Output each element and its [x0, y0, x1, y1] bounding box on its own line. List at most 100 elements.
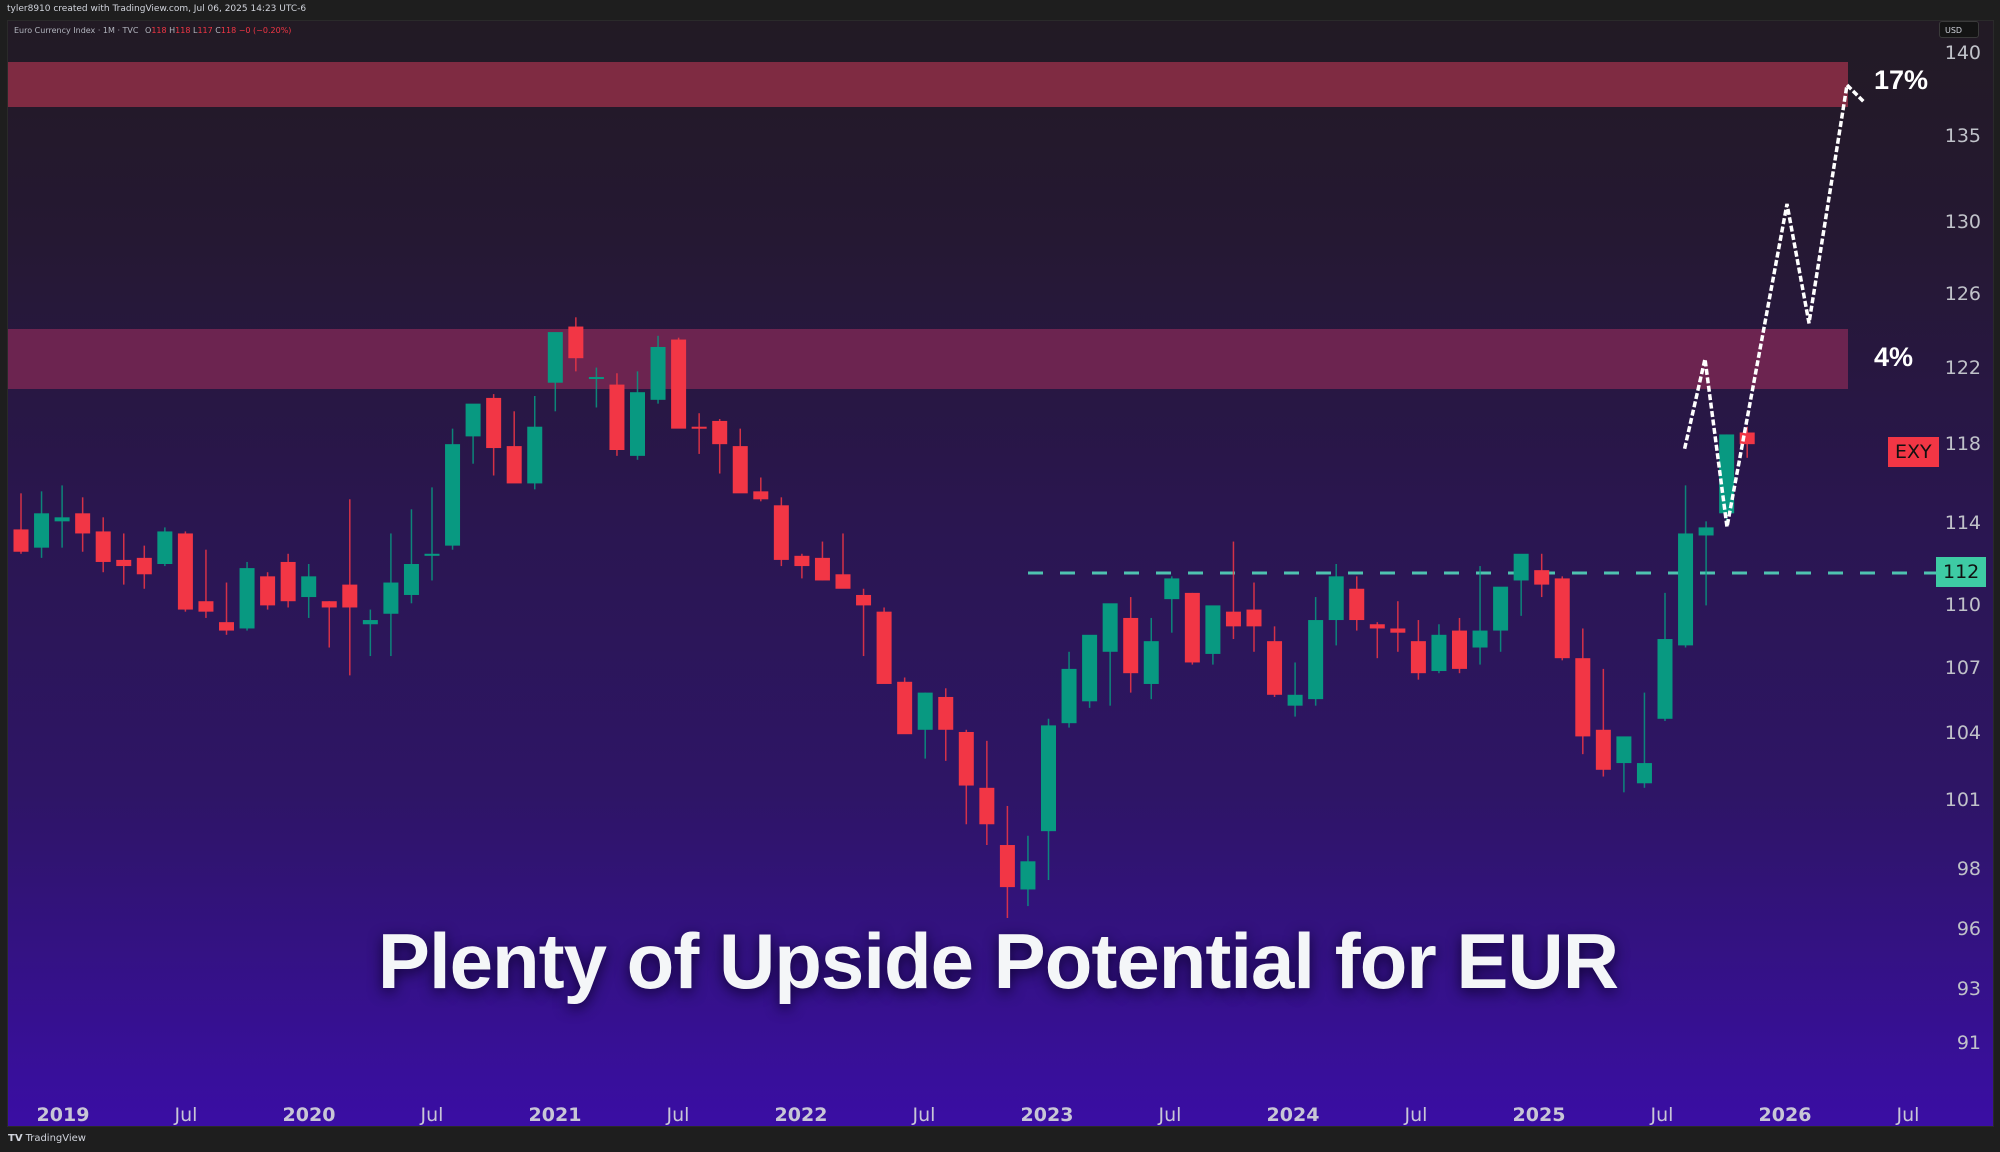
candle-down: [732, 446, 748, 494]
candle-up: [54, 517, 70, 522]
candle-up: [34, 513, 50, 548]
candle-up: [157, 531, 173, 565]
candle-up: [1287, 694, 1303, 706]
candle-down: [568, 326, 584, 359]
candle-down: [1349, 588, 1365, 621]
candle-up: [1493, 586, 1509, 631]
candle-down: [177, 533, 193, 610]
price-tick-label: 91: [1956, 1032, 1981, 1054]
time-tick-label: 2019: [36, 1104, 90, 1126]
candle-down: [1390, 628, 1406, 633]
candle-down: [979, 787, 995, 825]
time-tick-label: 2022: [774, 1104, 828, 1126]
candle-down: [1410, 641, 1426, 674]
candle-down: [794, 555, 810, 567]
chart-area[interactable]: Euro Currency Index · 1M · TVC O118 H118…: [7, 20, 1994, 1127]
price-tick-label: 118: [1944, 433, 1981, 455]
candle-down: [486, 397, 502, 449]
time-tick-label: Jul: [1650, 1104, 1674, 1126]
candle-down: [753, 491, 769, 500]
candle-up: [1698, 527, 1714, 536]
candle-down: [506, 446, 522, 484]
candle-up: [1205, 605, 1221, 654]
time-tick-label: Jul: [666, 1104, 690, 1126]
candle-up: [588, 377, 604, 380]
author-credit: tyler8910 created with TradingView.com, …: [7, 4, 307, 14]
price-tick-label: 96: [1956, 918, 1981, 940]
time-tick-label: 2020: [282, 1104, 336, 1126]
candle-down: [876, 611, 892, 684]
candle-down: [342, 584, 358, 608]
candle-down: [198, 601, 214, 612]
candle-up: [1472, 630, 1488, 648]
candle-up: [1102, 603, 1118, 652]
candle-down: [1369, 624, 1385, 629]
time-tick-label: 2023: [1020, 1104, 1074, 1126]
ohlc-values: O118 H118 L117 C118 −0 (−0.20%): [145, 26, 292, 35]
footer-bar: TV TradingView: [0, 1128, 2000, 1152]
candle-up: [547, 332, 563, 383]
candle-down: [999, 845, 1015, 888]
candle-down: [1554, 578, 1570, 659]
candle-down: [609, 384, 625, 451]
candle-down: [280, 561, 296, 602]
candle-down: [1123, 617, 1139, 674]
candle-up: [424, 553, 440, 556]
candle-up: [362, 620, 378, 625]
candle-down: [773, 505, 789, 560]
candle-up: [1616, 736, 1632, 764]
price-tick-label: 93: [1956, 978, 1981, 1000]
currency-selector[interactable]: USD: [1939, 21, 1979, 38]
candle-down: [1534, 570, 1550, 585]
time-tick-label: 2026: [1758, 1104, 1812, 1126]
candle-up: [1719, 434, 1735, 514]
candle-down: [260, 576, 276, 606]
tradingview-logo[interactable]: TV TradingView: [8, 1133, 86, 1144]
candle-up: [1636, 763, 1652, 784]
candle-down: [958, 731, 974, 786]
price-tick-label: 122: [1944, 357, 1981, 379]
symbol-price-tag: EXY: [1888, 437, 1939, 467]
candle-down: [219, 622, 234, 631]
candle-up: [1020, 861, 1036, 890]
candle-up: [1513, 553, 1529, 581]
candle-up: [630, 392, 645, 456]
candle-down: [814, 557, 830, 581]
tradingview-logo-icon: TV: [8, 1133, 23, 1144]
price-tick-label: 98: [1956, 858, 1981, 880]
candle-down: [938, 696, 954, 730]
projection-path: [1682, 81, 1866, 528]
candlestick-plot[interactable]: [8, 21, 1994, 1127]
candle-up: [1143, 641, 1159, 684]
target-zone: [8, 329, 1848, 389]
price-tick-label: 140: [1944, 42, 1981, 64]
candle-down: [1267, 641, 1283, 695]
candle-up: [1308, 620, 1324, 700]
candle-down: [835, 574, 851, 589]
price-tick-label: 104: [1944, 722, 1981, 744]
candle-up: [445, 444, 461, 546]
candle-up: [1082, 634, 1098, 702]
price-tick-label: 110: [1944, 594, 1981, 616]
price-tick-label: 130: [1944, 211, 1981, 233]
candle-down: [856, 594, 872, 606]
target-4-label: 4%: [1874, 342, 1914, 372]
chart-headline: Plenty of Upside Potential for EUR: [377, 917, 1619, 1005]
top-bar: tyler8910 created with TradingView.com, …: [0, 0, 2000, 20]
time-tick-label: Jul: [174, 1104, 198, 1126]
symbol-title: Euro Currency Index · 1M · TVC: [14, 26, 139, 35]
candle-up: [1657, 639, 1673, 719]
candle-up: [650, 346, 666, 400]
candle-down: [75, 513, 91, 534]
candle-down: [13, 529, 29, 552]
candle-down: [1452, 630, 1467, 669]
candle-up: [1678, 533, 1694, 646]
price-tick-label: 126: [1944, 283, 1981, 305]
candle-down: [1575, 658, 1591, 737]
candle-up: [1431, 634, 1447, 672]
candle-down: [671, 339, 687, 429]
price-tick-label: 101: [1944, 789, 1981, 811]
time-tick-label: Jul: [420, 1104, 444, 1126]
candle-up: [1061, 668, 1077, 724]
candle-down: [1739, 432, 1755, 445]
